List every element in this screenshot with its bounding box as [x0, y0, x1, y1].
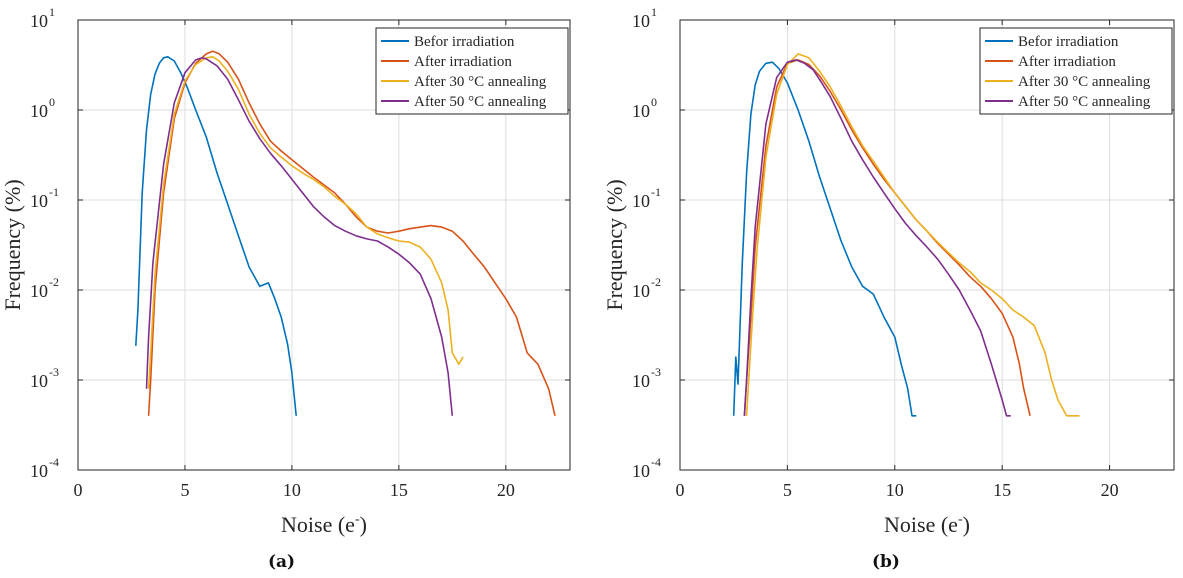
legend-label-3: After 30 °C annealing: [414, 74, 547, 90]
x-axis-label-suffix: ): [360, 512, 367, 537]
series-line-1: [732, 61, 917, 417]
y-tick-label: 10: [632, 11, 650, 31]
y-tick-exponent: -2: [49, 275, 59, 289]
x-axis-label-superscript: -: [958, 512, 963, 527]
x-axis-label: Noise (e-): [884, 512, 970, 537]
x-tick-label: 5: [783, 480, 792, 500]
x-axis-label-text: Noise (e: [884, 512, 958, 537]
y-tick-label: 10: [30, 191, 48, 211]
y-tick-label: 10: [632, 101, 650, 121]
legend-label-2: After irradiation: [414, 54, 512, 70]
legend-label-4: After 50 °C annealing: [1018, 94, 1151, 110]
y-tick-label: 10: [30, 461, 48, 481]
legend-label-3: After 30 °C annealing: [1018, 74, 1151, 90]
y-axis-label: Frequency (%): [602, 179, 627, 310]
y-tick-exponent: 1: [49, 5, 55, 19]
y-tick-exponent: 0: [651, 95, 657, 109]
y-tick-label: 10: [30, 281, 48, 301]
x-tick-label: 10: [283, 480, 301, 500]
y-tick-exponent: -3: [49, 365, 59, 379]
plot-frame: [679, 19, 1175, 471]
y-axis-label: Frequency (%): [0, 179, 25, 310]
x-tick-label: 15: [390, 480, 408, 500]
x-axis-label: Noise (e-): [281, 512, 367, 537]
legend-label-1: Befor irradiation: [414, 34, 515, 50]
y-tick-exponent: -2: [651, 275, 661, 289]
legend-label-4: After 50 °C annealing: [414, 94, 547, 110]
x-axis-label-suffix: ): [963, 512, 970, 537]
y-tick-exponent: -1: [49, 185, 59, 199]
x-tick-label: 15: [993, 480, 1011, 500]
y-tick-exponent: -3: [651, 365, 661, 379]
series-line-4: [145, 56, 454, 416]
y-tick-exponent: 1: [651, 5, 657, 19]
legend-box: [979, 27, 1173, 115]
y-tick-label: 10: [632, 371, 650, 391]
series-line-2: [743, 59, 1031, 416]
x-tick-label: 20: [1101, 480, 1119, 500]
y-tick-label: 10: [30, 101, 48, 121]
y-tick-label: 10: [632, 191, 650, 211]
y-tick-label: 10: [632, 461, 650, 481]
y-tick-exponent: -4: [651, 455, 661, 469]
x-tick-label: 5: [180, 480, 189, 500]
series-line-4: [743, 59, 1011, 417]
x-axis-label-superscript: -: [355, 512, 360, 527]
y-tick-exponent: -4: [49, 455, 59, 469]
y-tick-exponent: -1: [651, 185, 661, 199]
panel-label-a: (a): [268, 552, 296, 572]
panel-label-b: (b): [872, 552, 900, 572]
series-line-3: [147, 55, 464, 389]
x-axis-label-text: Noise (e: [281, 512, 355, 537]
x-tick-label: 0: [74, 480, 83, 500]
legend-box: [375, 27, 569, 115]
x-tick-label: 10: [886, 480, 904, 500]
legend-label-1: Befor irradiation: [1018, 34, 1119, 50]
series-line-3: [745, 53, 1080, 417]
y-tick-label: 10: [30, 371, 48, 391]
legend: Befor irradiation After irradiation After …: [979, 27, 1173, 115]
y-tick-label: 10: [632, 281, 650, 301]
y-tick-exponent: 0: [49, 95, 55, 109]
y-tick-label: 10: [30, 11, 48, 31]
legend: Befor irradiation After irradiation After …: [375, 27, 569, 115]
x-tick-label: 20: [497, 480, 515, 500]
legend-label-2: After irradiation: [1018, 54, 1116, 70]
plot-frame: [77, 19, 571, 471]
series-line-1: [135, 55, 297, 416]
x-tick-label: 0: [676, 480, 685, 500]
